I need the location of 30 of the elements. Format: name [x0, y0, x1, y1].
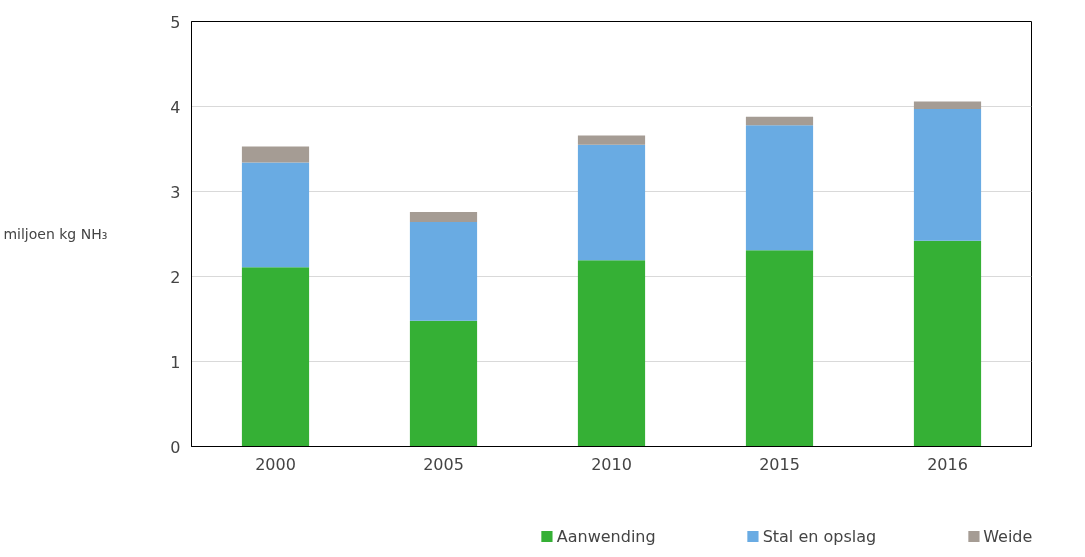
bar [913, 101, 982, 110]
bar [577, 144, 646, 261]
legend-label: Stal en opslag [762, 526, 877, 546]
bar [577, 135, 646, 145]
bar [409, 320, 478, 447]
x-tick-label: 2005 [423, 454, 464, 474]
bar [241, 267, 310, 447]
y-tick-label: 2 [170, 267, 181, 287]
bar [745, 250, 814, 447]
y-tick-label: 3 [170, 182, 181, 202]
bar [913, 109, 982, 241]
bar [745, 125, 814, 251]
y-tick-label: 1 [170, 352, 181, 372]
x-tick-label: 2000 [255, 454, 296, 474]
y-tick-label: 4 [170, 97, 181, 117]
bar [913, 240, 982, 447]
bar [409, 211, 478, 223]
y-tick-label: 0 [170, 437, 181, 457]
y-axis-title: miljoen kg NH₃ [3, 226, 108, 242]
bar [745, 116, 814, 126]
y-tick-label: 5 [170, 12, 181, 32]
bar [241, 146, 310, 163]
legend-label: Aanwending [556, 526, 656, 546]
legend-label: Weide [983, 526, 1033, 546]
x-tick-label: 2016 [927, 454, 968, 474]
bar [409, 222, 478, 321]
x-tick-label: 2010 [591, 454, 632, 474]
bar [577, 260, 646, 447]
bar [241, 162, 310, 268]
x-tick-label: 2015 [759, 454, 800, 474]
